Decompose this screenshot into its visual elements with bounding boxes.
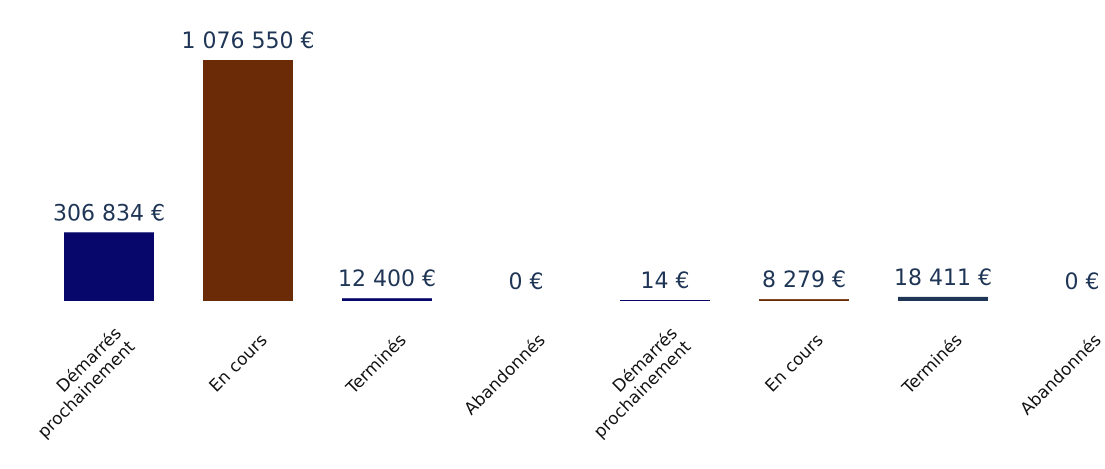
- category-label-3: Terminés: [342, 330, 411, 399]
- category-label-2: En cours: [206, 330, 272, 396]
- category-label-3-line-1: Terminés: [342, 330, 411, 399]
- category-label-7-line-1: Terminés: [898, 330, 967, 399]
- bar-value-label-4: 0 €: [509, 270, 544, 295]
- category-label-8: Abandonnés: [1017, 330, 1105, 419]
- category-label-4: Abandonnés: [461, 330, 550, 419]
- bar-value-label-6: 8 279 €: [762, 268, 846, 293]
- bar-2: [203, 60, 293, 301]
- category-label-7: Terminés: [898, 330, 967, 399]
- bar-1: [64, 232, 154, 301]
- bar-7: [898, 296, 988, 301]
- bar-6: [759, 299, 849, 301]
- bar-value-label-3: 12 400 €: [338, 267, 436, 292]
- category-label-6-line-1: En cours: [762, 330, 828, 396]
- bar-value-label-5: 14 €: [641, 269, 690, 294]
- category-label-6: En cours: [762, 330, 828, 396]
- bar-value-label-1: 306 834 €: [53, 201, 165, 226]
- bar-value-label-8: 0 €: [1065, 270, 1100, 295]
- bar-3: [342, 298, 432, 301]
- category-label-2-line-1: En cours: [206, 330, 272, 396]
- bar-value-label-2: 1 076 550 €: [182, 29, 315, 54]
- bar-5: [620, 300, 710, 301]
- category-label-8-line-1: Abandonnés: [1017, 330, 1105, 419]
- bar-value-label-7: 18 411 €: [894, 266, 992, 291]
- category-label-4-line-1: Abandonnés: [461, 330, 550, 419]
